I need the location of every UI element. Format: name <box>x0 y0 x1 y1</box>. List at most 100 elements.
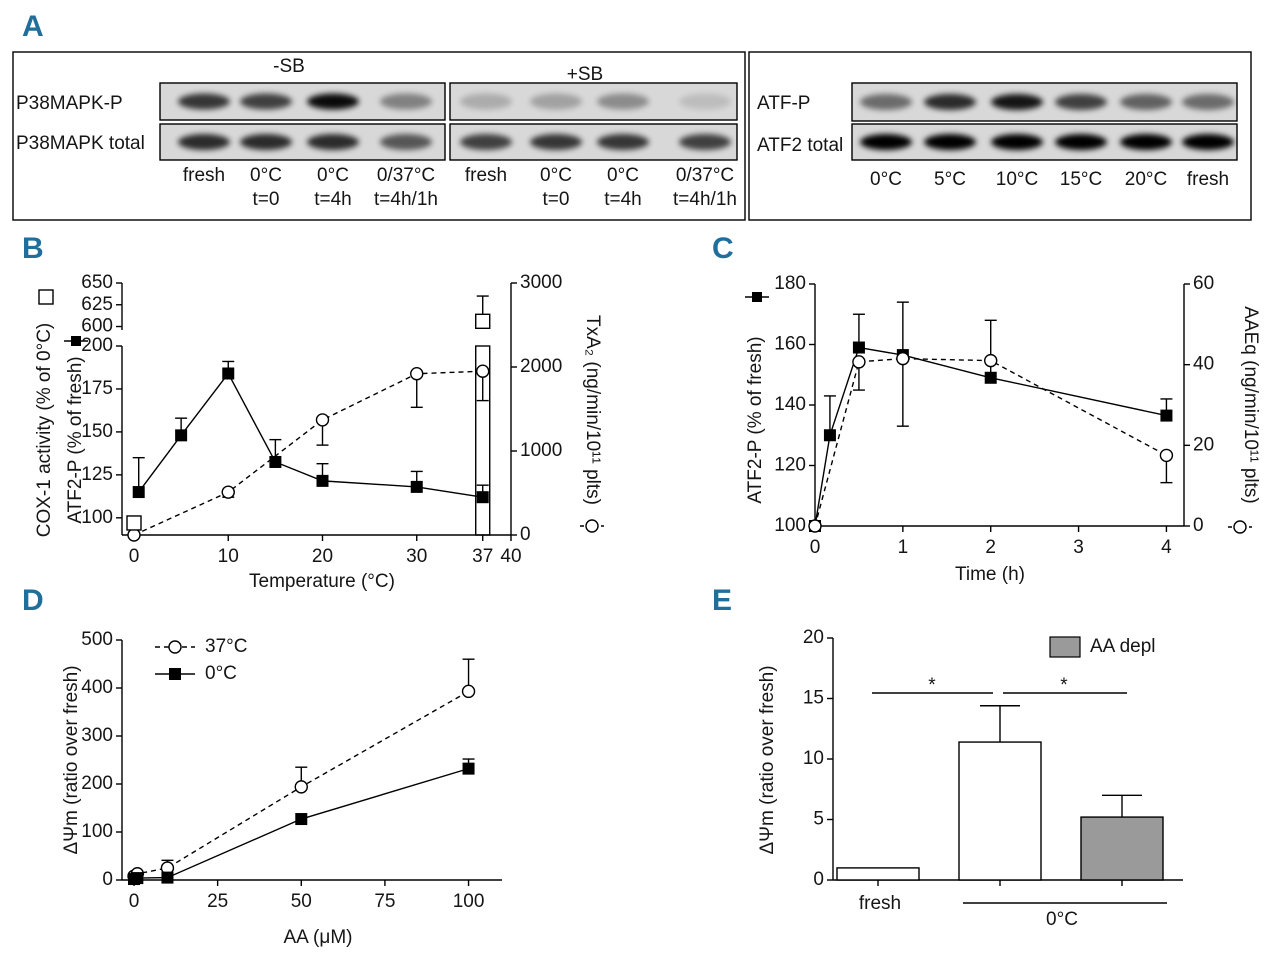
marker <box>896 351 910 366</box>
blot-band <box>307 134 359 150</box>
blot-lane-label: 20°C <box>1125 169 1167 190</box>
blot-band <box>307 93 359 110</box>
x-tick-label: 37 <box>472 546 493 567</box>
y-axis-label: ATF2-P (% of fresh) <box>65 356 86 523</box>
y-tick-label: 150 <box>81 421 113 442</box>
x-tick-label: 25 <box>207 891 228 912</box>
legend-label: 37°C <box>205 636 247 657</box>
marker <box>1159 448 1174 463</box>
y-tick-label: 140 <box>774 394 806 415</box>
marker <box>294 780 308 794</box>
x-tick-label: 3 <box>1073 537 1084 558</box>
blot-band <box>1055 94 1107 110</box>
y2-tick-label: 3000 <box>520 272 562 293</box>
bar <box>1080 816 1164 881</box>
y2-tick-label: 20 <box>1193 434 1214 455</box>
blot-band <box>597 93 649 110</box>
x-tick-label: 40 <box>500 546 521 567</box>
blot-row-label: P38MAPK-P <box>16 93 123 114</box>
blot-band <box>178 93 230 110</box>
blot-band <box>924 94 976 110</box>
y-tick-label: 160 <box>774 334 806 355</box>
x-tick-label: 20 <box>312 546 333 567</box>
marker <box>161 871 174 884</box>
x-tick-label: 10 <box>218 546 239 567</box>
panel-label: D <box>22 584 44 617</box>
marker <box>1160 409 1173 422</box>
panel-label: B <box>22 232 44 265</box>
blot-lane-label: 0/37°C <box>676 165 734 186</box>
blot-band <box>860 134 912 150</box>
blot-band <box>240 93 292 110</box>
blot-group-label: +SB <box>567 64 603 85</box>
bar <box>836 867 920 881</box>
marker <box>808 519 822 533</box>
marker <box>132 486 145 499</box>
legend-swatch <box>1049 636 1081 658</box>
x-tick-label: 30 <box>406 546 427 567</box>
blot-band <box>460 134 512 150</box>
broken-bar <box>475 345 491 536</box>
y2-tick-label: 0 <box>520 524 531 545</box>
y-tick-label: 0 <box>813 869 824 890</box>
series-line <box>133 370 483 536</box>
significance-star: * <box>1060 675 1068 696</box>
series-line <box>814 346 1167 527</box>
blot-band <box>1120 94 1172 110</box>
marker <box>175 429 188 442</box>
x-tick-label: fresh <box>859 893 901 914</box>
blot-lane-label: t=4h/1h <box>374 189 438 210</box>
x-tick-label: 50 <box>291 891 312 912</box>
symbol-filled-square <box>752 292 762 302</box>
blot-band <box>240 134 292 150</box>
blot-lane-label: 0°C <box>250 165 282 186</box>
blot-lane-label: t=0 <box>253 189 280 210</box>
marker <box>462 762 475 775</box>
blot-lane-label: 10°C <box>996 169 1038 190</box>
marker <box>221 485 235 499</box>
x-tick-label: 0 <box>129 891 140 912</box>
x-tick-label: 4 <box>1161 537 1172 558</box>
blot-lane-label: t=0 <box>543 189 570 210</box>
blot-band <box>380 134 432 150</box>
blot-lane-label: 0°C <box>540 165 572 186</box>
y2-tick-label: 60 <box>1193 273 1214 294</box>
y-tick-label: 0 <box>102 869 113 890</box>
y2-tick-label: 0 <box>1193 515 1204 536</box>
x-tick-label: 1 <box>898 537 909 558</box>
blot-band <box>530 93 582 110</box>
y-tick-label: 5 <box>813 809 824 830</box>
blot-lane-label: 15°C <box>1060 169 1102 190</box>
marker <box>852 355 866 369</box>
panel-label: A <box>22 10 44 43</box>
blot-strip <box>851 123 1238 161</box>
marker <box>222 367 235 380</box>
marker <box>269 455 282 468</box>
y-tick-label: 100 <box>774 515 806 536</box>
y-tick-label: 100 <box>81 507 113 528</box>
y-tick-label: 125 <box>81 464 113 485</box>
blot-band <box>991 94 1043 110</box>
series-line <box>138 372 483 498</box>
blot-lane-label: 0°C <box>317 165 349 186</box>
blot-frame <box>748 51 1252 221</box>
marker <box>410 480 423 493</box>
marker <box>126 515 142 531</box>
y2-tick-label: 1000 <box>520 440 562 461</box>
y-tick-label: 200 <box>81 335 113 356</box>
blot-lane-label: t=4h <box>604 189 642 210</box>
y-tick-label: 120 <box>774 455 806 476</box>
blot-row-label: P38MAPK total <box>16 133 145 154</box>
marker <box>476 491 489 504</box>
blot-band <box>860 94 912 110</box>
legend-label: AA depl <box>1090 636 1156 657</box>
marker <box>295 813 308 826</box>
y-axis-label: ΔΨm (ratio over fresh) <box>757 665 778 854</box>
blot-lane-label: fresh <box>1187 169 1229 190</box>
x-tick-label: 2 <box>985 537 996 558</box>
y-tick-label: 180 <box>774 273 806 294</box>
x-tick-label: 0 <box>129 546 140 567</box>
y-tick-label: 20 <box>803 627 824 648</box>
legend-marker <box>169 668 181 680</box>
